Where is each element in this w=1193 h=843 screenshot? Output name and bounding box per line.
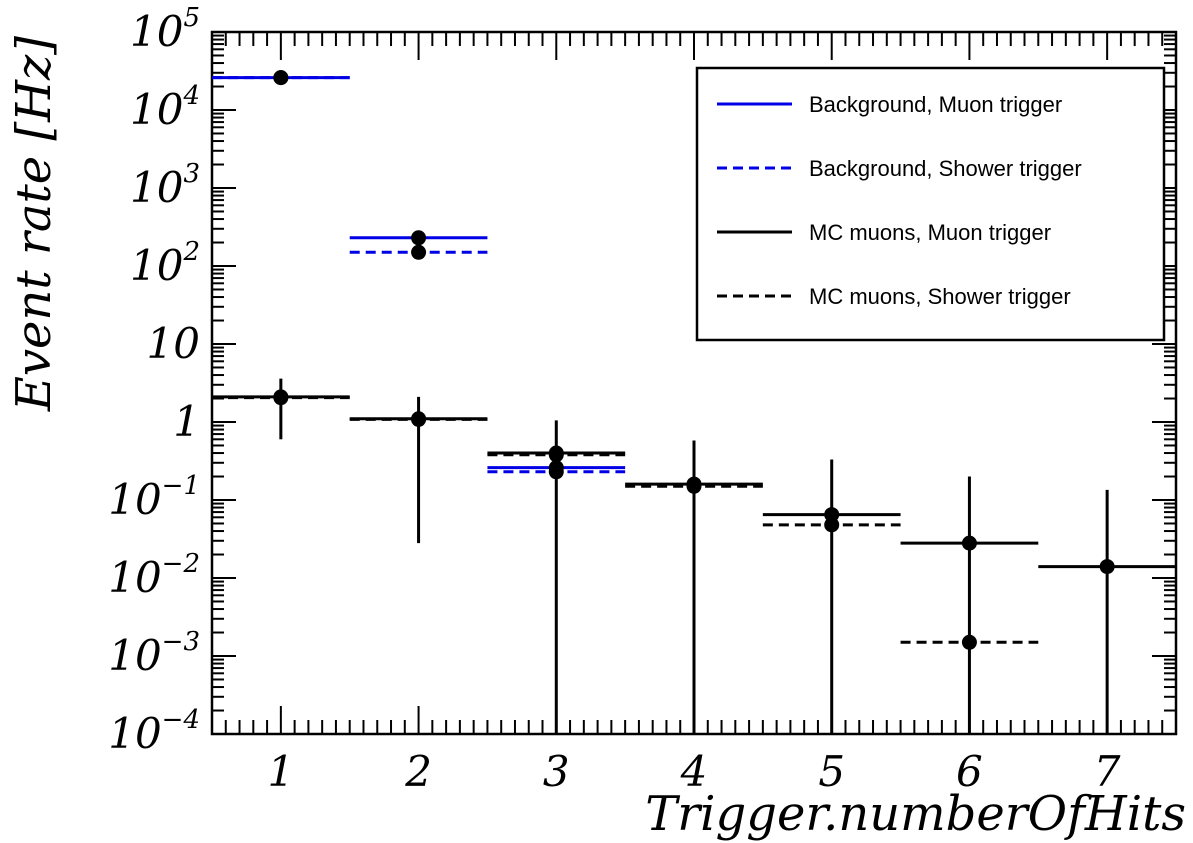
data-point	[824, 507, 840, 523]
y-tick-label: 10−4	[108, 705, 200, 758]
y-tick-label: 1	[173, 397, 200, 446]
legend-label: MC muons, Shower trigger	[809, 284, 1071, 309]
x-tick-label: 1	[267, 747, 294, 796]
series-layer	[212, 70, 1176, 734]
y-tick-label: 102	[130, 237, 200, 290]
legend-label: MC muons, Muon trigger	[809, 220, 1051, 245]
x-axis-title: Trigger.numberOfHits	[645, 786, 1186, 842]
data-point	[961, 535, 977, 551]
y-tick-label: 105	[130, 3, 200, 56]
x-tick-label: 4	[680, 747, 708, 796]
legend-label: Background, Shower trigger	[809, 156, 1082, 181]
data-point	[273, 70, 289, 86]
y-ticks	[212, 34, 1176, 735]
x-tick-label: 3	[543, 747, 570, 796]
legend-label: Background, Muon trigger	[809, 92, 1062, 117]
y-tick-label: 103	[130, 159, 200, 212]
x-ticks	[211, 32, 1177, 734]
x-tick-label: 7	[1094, 747, 1121, 796]
series-3	[212, 396, 1039, 644]
data-point	[411, 411, 427, 427]
legend: Background, Muon trigger Background, Show…	[695, 66, 1166, 342]
data-point	[961, 634, 977, 650]
y-tick-label: 10−1	[108, 471, 200, 524]
x-tick-label: 2	[404, 747, 432, 796]
y-axis-title: Event rate [Hz]	[6, 36, 62, 412]
markers	[273, 70, 1115, 650]
data-point	[548, 464, 564, 480]
y-tick-label: 104	[130, 81, 200, 134]
y-tick-label: 10−3	[108, 627, 200, 680]
data-point	[1099, 559, 1115, 575]
data-point	[411, 244, 427, 260]
data-point	[548, 447, 564, 463]
data-point	[411, 230, 427, 246]
data-point	[824, 517, 840, 533]
error-bars	[279, 378, 1109, 734]
data-point	[686, 478, 702, 494]
x-tick-label: 6	[956, 747, 983, 796]
y-tick-label: 10−2	[108, 549, 200, 602]
x-tick-label: 5	[818, 747, 845, 796]
y-tick-label: 10	[147, 319, 200, 368]
data-point	[273, 390, 289, 406]
